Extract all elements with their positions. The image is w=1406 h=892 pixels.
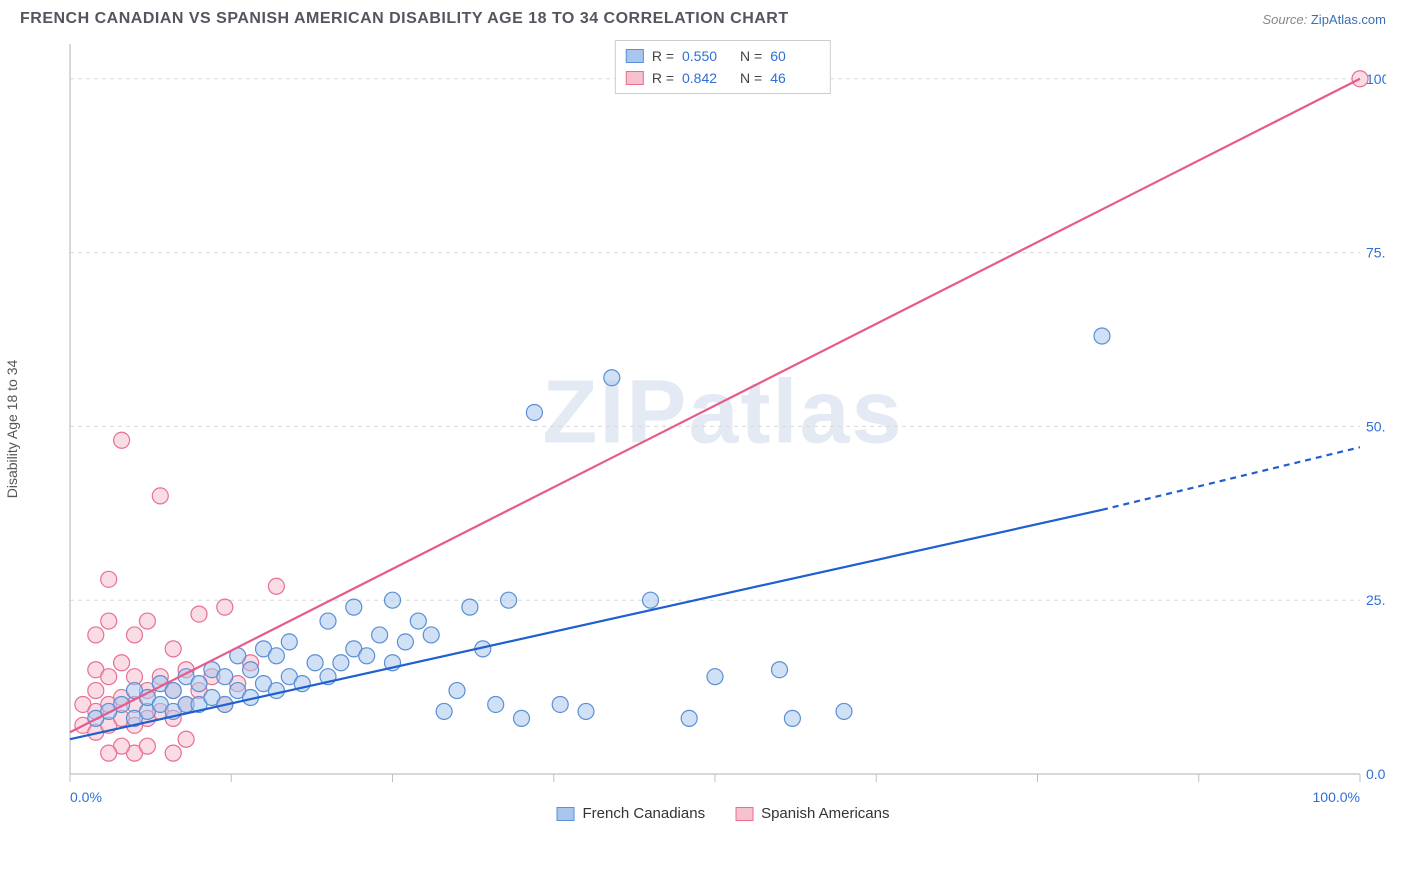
legend-label-blue: French Canadians [583, 805, 706, 822]
swatch-blue [557, 807, 575, 821]
svg-text:75.0%: 75.0% [1366, 245, 1386, 261]
n-value-blue: 60 [770, 45, 820, 67]
swatch-pink [735, 807, 753, 821]
chart-title: FRENCH CANADIAN VS SPANISH AMERICAN DISA… [20, 10, 789, 28]
y-axis-label: Disability Age 18 to 34 [4, 360, 20, 499]
r-label: R = [652, 45, 674, 67]
svg-text:100.0%: 100.0% [1366, 71, 1386, 87]
series-legend: French Canadians Spanish Americans [557, 805, 890, 822]
stats-row-pink: R = 0.842 N = 46 [626, 67, 820, 89]
legend-item-pink: Spanish Americans [735, 805, 889, 822]
r-value-pink: 0.842 [682, 67, 732, 89]
r-label: R = [652, 67, 674, 89]
swatch-blue [626, 49, 644, 63]
n-value-pink: 46 [770, 67, 820, 89]
chart-area: Disability Age 18 to 34 R = 0.550 N = 60… [60, 34, 1386, 824]
svg-text:25.0%: 25.0% [1366, 592, 1386, 608]
legend-label-pink: Spanish Americans [761, 805, 889, 822]
stats-row-blue: R = 0.550 N = 60 [626, 45, 820, 67]
source-link[interactable]: ZipAtlas.com [1311, 12, 1386, 27]
source-attribution: Source: ZipAtlas.com [1262, 12, 1386, 27]
n-label: N = [740, 45, 762, 67]
svg-text:50.0%: 50.0% [1366, 418, 1386, 434]
legend-item-blue: French Canadians [557, 805, 706, 822]
source-prefix: Source: [1262, 12, 1310, 27]
stats-legend: R = 0.550 N = 60 R = 0.842 N = 46 [615, 40, 831, 94]
r-value-blue: 0.550 [682, 45, 732, 67]
svg-text:100.0%: 100.0% [1313, 789, 1360, 805]
scatter-plot-svg: 0.0% 25.0% 50.0% 75.0% 100.0% 0.0% 100.0% [60, 34, 1386, 824]
svg-text:0.0%: 0.0% [70, 789, 102, 805]
n-label: N = [740, 67, 762, 89]
svg-text:0.0%: 0.0% [1366, 766, 1386, 782]
swatch-pink [626, 71, 644, 85]
